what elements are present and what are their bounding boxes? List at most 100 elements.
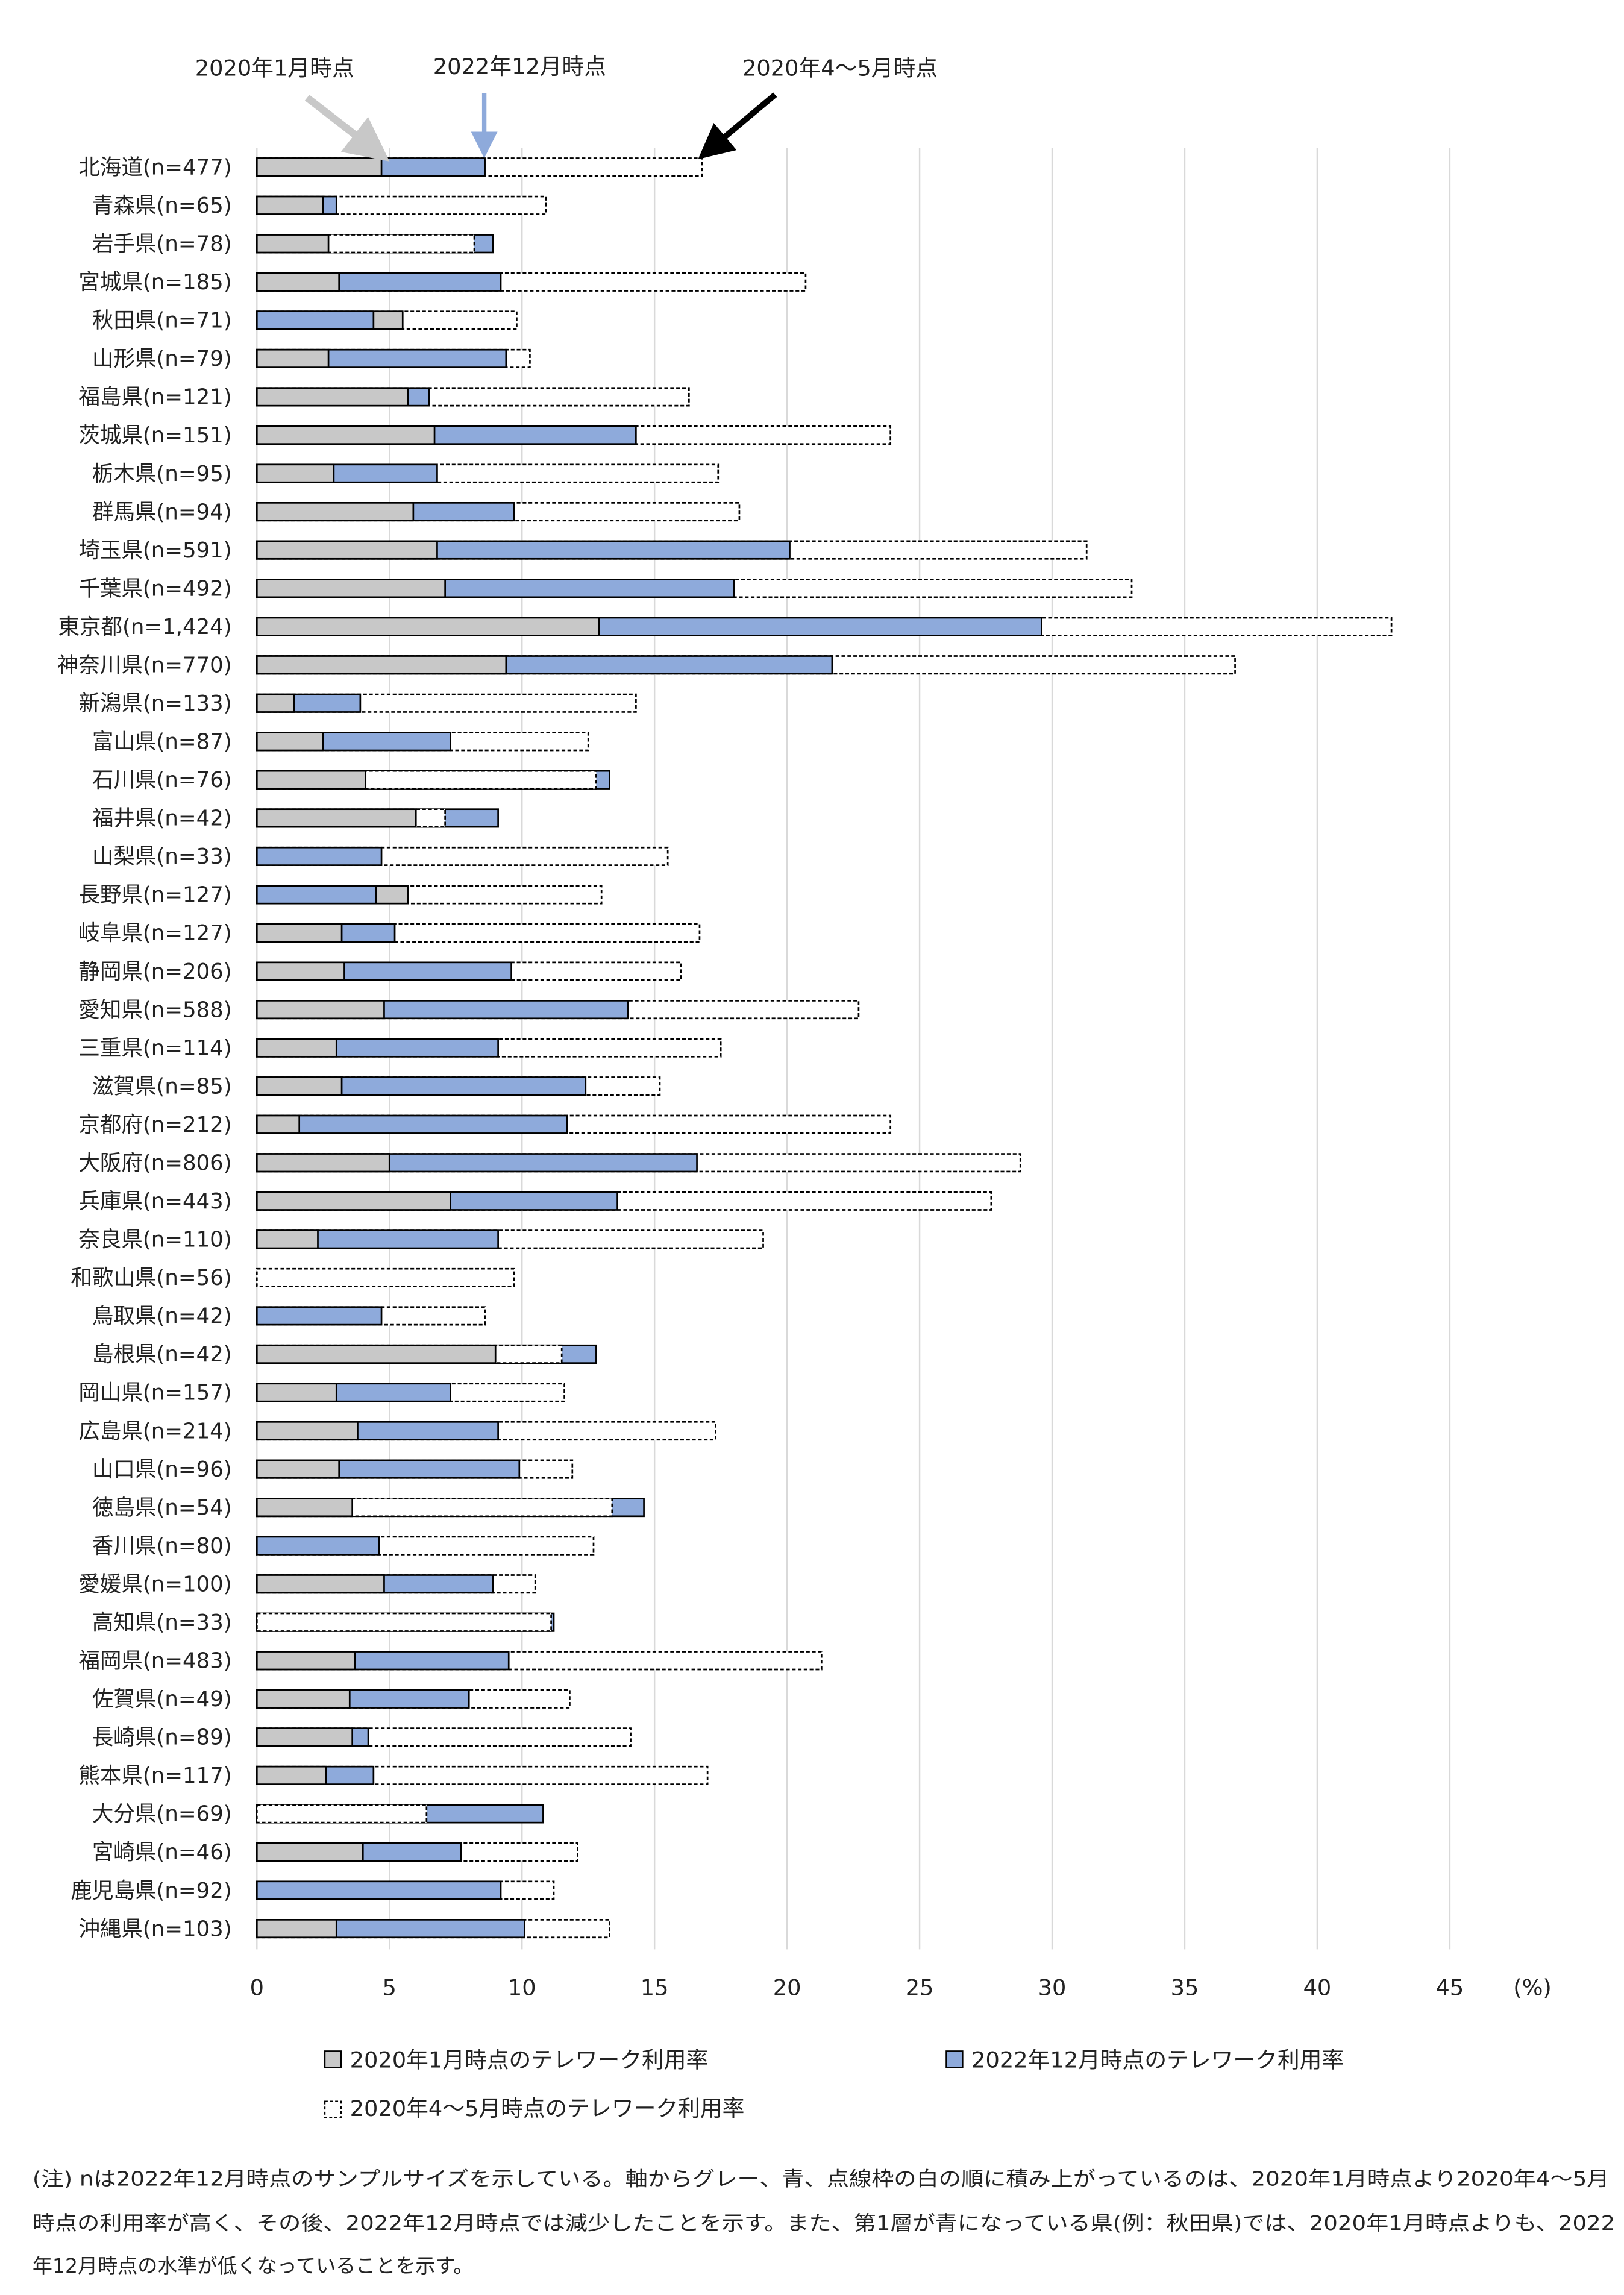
category-label: 鳥取県(n=42) [92, 1304, 232, 1329]
bar-group [256, 540, 1088, 560]
category-label: 愛知県(n=588) [78, 997, 231, 1022]
bar-aprmay2020 [256, 1267, 515, 1287]
category-label: 長崎県(n=89) [92, 1725, 232, 1750]
category-label: 長野県(n=127) [78, 883, 231, 908]
x-tick-label: 5 [383, 1974, 397, 2000]
bar-jan2020 [256, 1765, 327, 1785]
category-label: 神奈川県(n=770) [57, 653, 232, 677]
bar-jan2020 [256, 1114, 301, 1134]
category-label: 鹿児島県(n=92) [71, 1879, 231, 1903]
bar-jan2020 [256, 1000, 385, 1020]
bar-group [256, 1536, 595, 1556]
bar-group [256, 1383, 565, 1402]
legend-label-dec2022: 2022年12月時点のテレワーク利用率 [971, 2047, 1344, 2073]
category-label: 秋田県(n=71) [92, 309, 232, 333]
bar-group [256, 425, 892, 445]
bar-group [256, 655, 1236, 675]
bar-jan2020 [256, 425, 436, 445]
x-tick-label: 15 [641, 1974, 669, 2000]
category-label: 徳島県(n=54) [92, 1495, 232, 1520]
bar-group [256, 157, 703, 177]
category-label: 沖縄県(n=103) [78, 1917, 231, 1941]
bar-jan2020 [256, 1038, 337, 1058]
x-tick-label: 0 [250, 1974, 264, 2000]
x-tick-label: 10 [508, 1974, 536, 2000]
bar-jan2020 [256, 1842, 364, 1862]
bar-group [256, 1000, 860, 1020]
category-label: 宮城県(n=185) [78, 270, 231, 295]
bar-group [256, 1306, 486, 1326]
category-label: 宮崎県(n=46) [92, 1840, 232, 1865]
bar-group [256, 1114, 892, 1134]
bar-group [256, 1727, 632, 1747]
legend-swatch-jan2020 [324, 2050, 342, 2068]
category-label: 大阪府(n=806) [78, 1151, 231, 1175]
category-label: 富山県(n=87) [92, 730, 232, 755]
bar-group [256, 1153, 1021, 1173]
bar-group [256, 1880, 555, 1900]
category-label: 青森県(n=65) [92, 193, 232, 218]
bar-jan2020 [256, 1498, 354, 1518]
bar-jan2020 [256, 655, 507, 675]
bar-dec2022 [256, 1114, 568, 1134]
legend-label-jan2020: 2020年1月時点のテレワーク利用率 [350, 2047, 709, 2073]
category-label: 広島県(n=214) [78, 1419, 231, 1443]
x-tick-label: 45 [1436, 1974, 1464, 2000]
category-label: 群馬県(n=94) [92, 500, 232, 524]
bar-group [256, 1574, 536, 1594]
category-label: 岩手県(n=78) [92, 232, 232, 257]
category-label: 島根県(n=42) [92, 1342, 232, 1367]
bar-jan2020 [256, 732, 324, 752]
bar-group [256, 310, 518, 330]
category-label: 山口県(n=96) [92, 1457, 232, 1482]
category-label: 石川県(n=76) [92, 768, 232, 793]
bar-group [256, 617, 1393, 636]
x-tick-label: 40 [1303, 1974, 1332, 2000]
x-tick-label: 20 [773, 1974, 801, 2000]
category-label: 福岡県(n=483) [78, 1649, 231, 1674]
bar-group [256, 770, 610, 790]
bar-group [256, 1919, 610, 1939]
category-label: 滋賀県(n=85) [92, 1074, 232, 1099]
bar-group [256, 234, 494, 254]
bar-jan2020 [256, 1153, 390, 1173]
bar-jan2020 [256, 1421, 359, 1441]
bar-dec2022 [256, 1306, 383, 1326]
category-label: 埼玉県(n=591) [78, 538, 231, 563]
category-label: 茨城県(n=151) [78, 423, 231, 448]
bar-dec2022 [256, 310, 375, 330]
category-label: 静岡県(n=206) [78, 959, 231, 984]
category-label: 兵庫県(n=443) [78, 1189, 231, 1214]
bar-jan2020 [256, 1383, 337, 1402]
bar-jan2020 [256, 923, 343, 943]
category-label: 京都府(n=212) [78, 1113, 231, 1137]
bar-group [256, 579, 1133, 598]
bar-group [256, 885, 603, 905]
bar-jan2020 [256, 961, 345, 981]
bar-group [256, 387, 690, 407]
category-label: 奈良県(n=110) [78, 1228, 231, 1252]
category-label: 栃木県(n=95) [92, 462, 232, 486]
bar-group [256, 1651, 823, 1671]
bar-jan2020 [256, 157, 383, 177]
bar-group [256, 732, 589, 752]
annotation-dec2022: 2022年12月時点 [433, 54, 606, 80]
arrow-black-icon [698, 92, 777, 160]
legend: 2020年1月時点のテレワーク利用率 2022年12月時点のテレワーク利用率 2… [324, 2047, 1344, 2121]
category-label: 香川県(n=80) [92, 1534, 232, 1559]
bar-group [256, 272, 807, 292]
bar-group [256, 846, 669, 866]
bar-jan2020 [256, 272, 340, 292]
legend-swatch-aprmay2020 [324, 2100, 342, 2118]
bar-dec2022 [256, 1536, 380, 1556]
bar-group [256, 1229, 764, 1249]
bar-jan2020 [256, 808, 417, 828]
bar-jan2020 [256, 1727, 354, 1747]
bar-jan2020 [256, 502, 415, 522]
bar-group [256, 1689, 571, 1709]
bar-group [256, 1267, 515, 1287]
bar-dec2022 [256, 1880, 502, 1900]
bar-aprmay2020 [256, 1612, 552, 1632]
bar-jan2020 [256, 234, 330, 254]
